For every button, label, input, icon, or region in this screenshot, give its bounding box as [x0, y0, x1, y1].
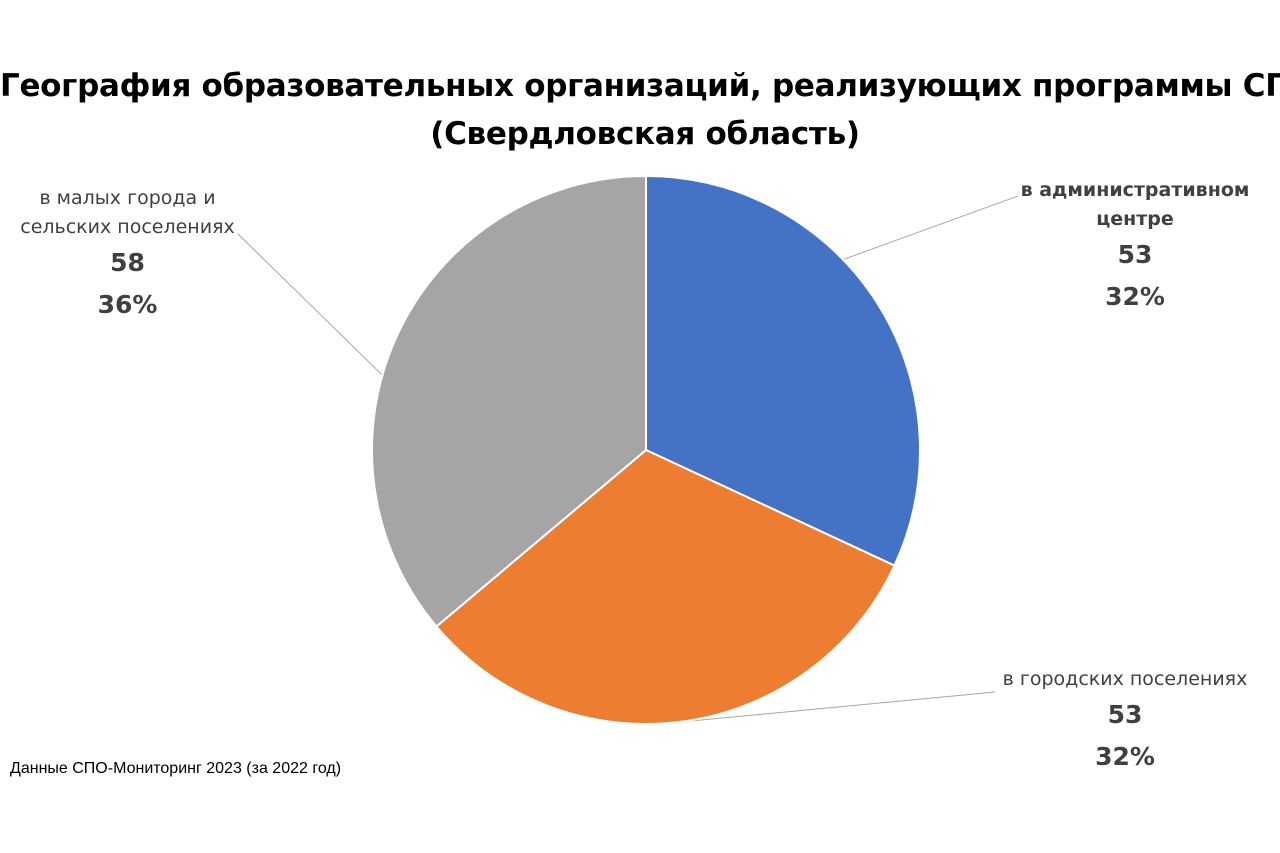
slice-urban-leader-line [671, 691, 996, 724]
slice-label-admin-center-name-2: центре [1096, 208, 1174, 230]
slice-value-rural: 58 [110, 248, 145, 277]
slice-admin-center-leader-line [842, 195, 1019, 261]
slice-rural-leader-line [237, 233, 383, 376]
slice-label-admin-center-name-1: в административном [1020, 179, 1250, 201]
chart-title-line-2: (Свердловская область) [430, 116, 860, 152]
slice-percent-urban: 32% [1095, 742, 1155, 771]
slice-label-rural: в малых города и сельских поселениях 58 … [10, 184, 245, 326]
slice-label-rural-name-2: сельских поселениях [20, 216, 235, 238]
chart-title-line-1: География образовательных организаций, р… [0, 68, 1280, 104]
slice-label-urban-name-1: в городских поселениях [1002, 668, 1248, 690]
slice-label-rural-name-1: в малых города и [39, 187, 216, 209]
slice-admin-center [645, 174, 921, 567]
leader-lines [237, 195, 1019, 724]
slice-label-admin-center: в административном центре 53 32% [1010, 176, 1260, 318]
chart-title: География образовательных организаций, р… [0, 62, 1280, 158]
slice-percent-rural: 36% [97, 290, 158, 319]
slice-percent-admin-center: 32% [1105, 282, 1165, 311]
slice-value-urban: 53 [1107, 700, 1143, 729]
slice-label-urban: в городских поселениях 53 32% [995, 665, 1255, 778]
source-footnote: Данные СПО-Мониторинг 2023 (за 2022 год) [10, 760, 342, 777]
slice-rural [371, 174, 647, 628]
pie-slices [371, 174, 921, 725]
slice-urban [435, 448, 896, 725]
slice-value-admin-center: 53 [1117, 240, 1153, 269]
